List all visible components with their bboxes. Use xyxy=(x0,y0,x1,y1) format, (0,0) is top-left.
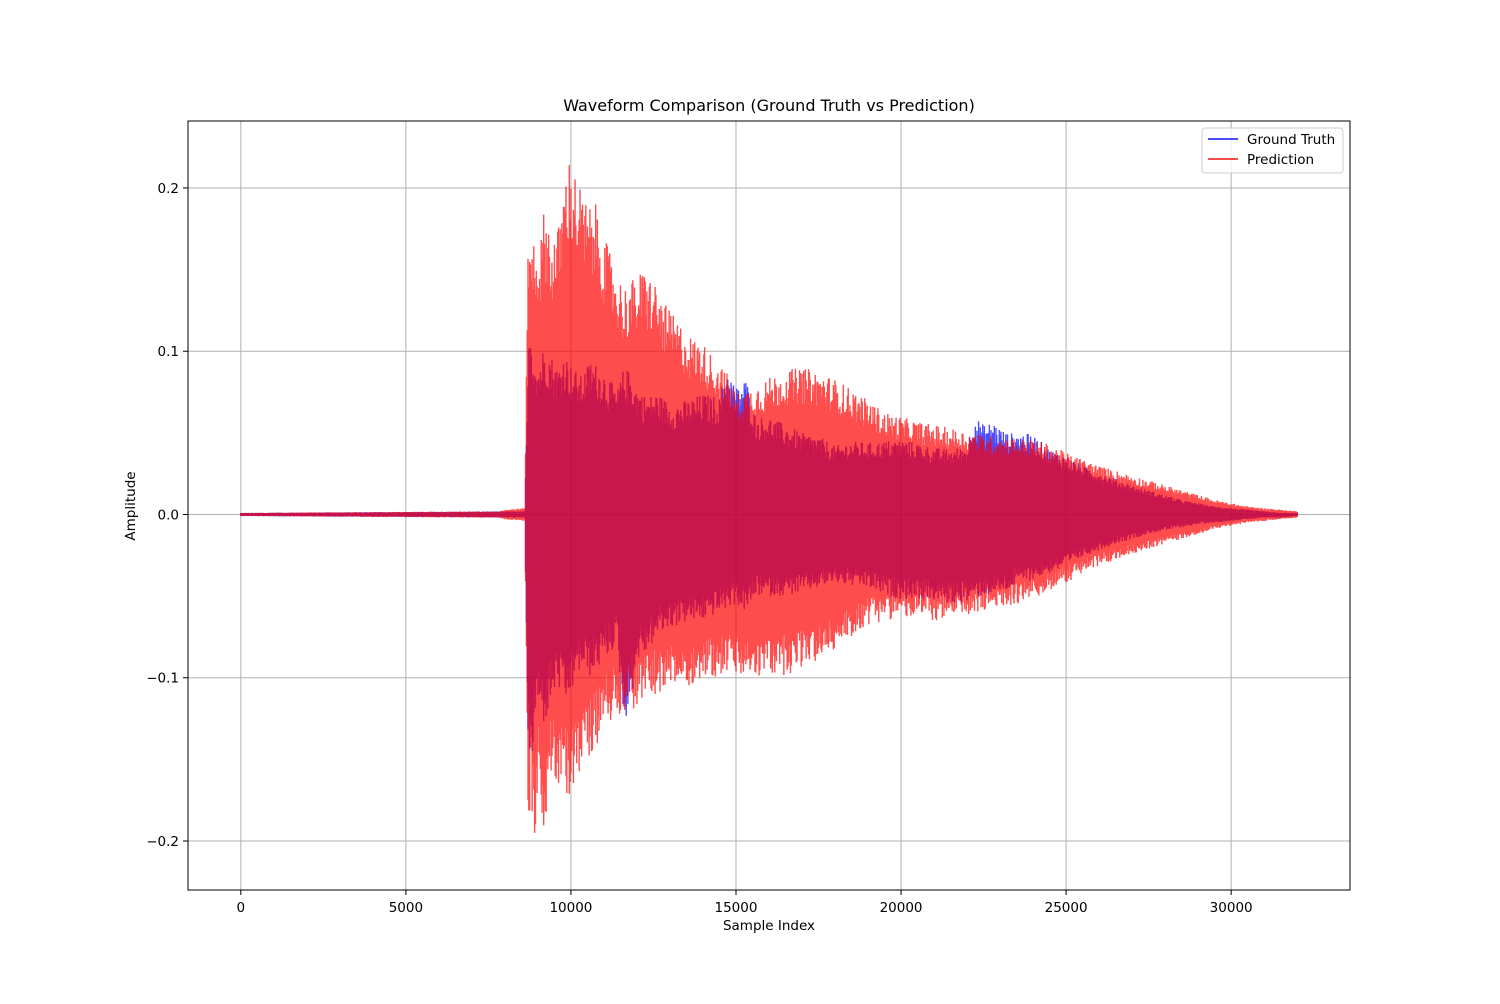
legend-label-ground-truth: Ground Truth xyxy=(1247,132,1335,148)
y-axis-label: Amplitude xyxy=(123,471,139,540)
chart-title: Waveform Comparison (Ground Truth vs Pre… xyxy=(563,96,975,115)
x-tick-label: 30000 xyxy=(1210,900,1253,916)
y-tick-label: −0.1 xyxy=(146,671,179,687)
x-axis-label: Sample Index xyxy=(723,918,815,934)
x-tick-label: 5000 xyxy=(389,900,423,916)
x-tick-label: 15000 xyxy=(715,900,758,916)
plot-area xyxy=(240,165,1298,833)
legend-label-prediction: Prediction xyxy=(1247,152,1314,168)
x-tick-label: 0 xyxy=(237,900,246,916)
y-tick-label: −0.2 xyxy=(146,834,179,850)
x-tick-label: 20000 xyxy=(880,900,923,916)
y-tick-label: 0.2 xyxy=(158,181,179,197)
legend: Ground Truth Prediction xyxy=(1201,127,1344,174)
x-tick-label: 10000 xyxy=(549,900,592,916)
x-tick-label: 25000 xyxy=(1045,900,1088,916)
series-line-prediction xyxy=(240,165,1298,833)
axes-frame xyxy=(187,120,1351,891)
y-tick-label: 0.1 xyxy=(158,344,179,360)
y-tick-label: 0.0 xyxy=(158,507,179,523)
x-axis-ticks: 0 5000 10000 15000 20000 25000 30000 xyxy=(237,890,1253,916)
y-axis-ticks: −0.2 −0.1 0.0 0.1 0.2 xyxy=(146,181,188,850)
